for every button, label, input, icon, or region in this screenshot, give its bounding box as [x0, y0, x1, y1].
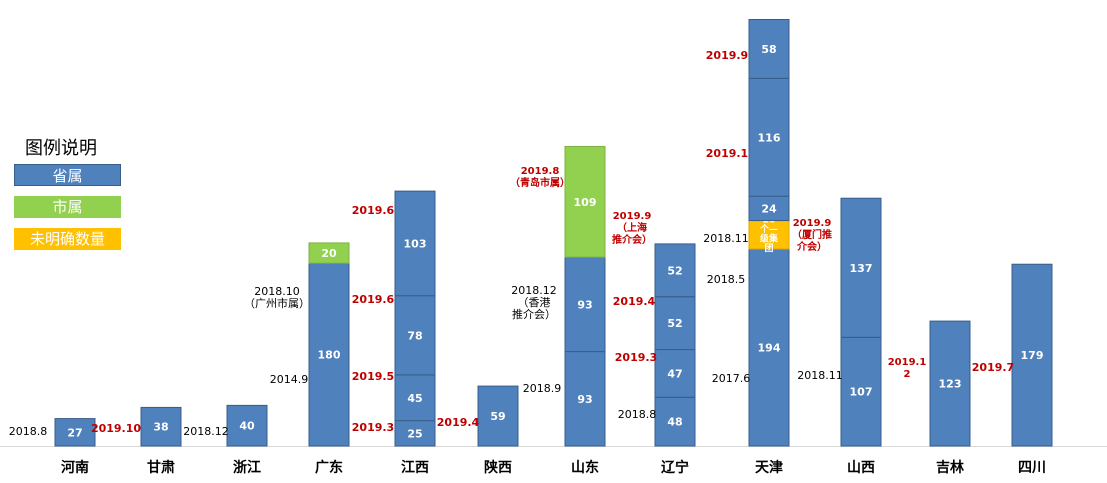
- bar-segment: [654, 349, 696, 398]
- data-label: 78: [407, 329, 422, 342]
- bar-segment: [394, 190, 436, 297]
- x-tick-label: 天津: [755, 459, 783, 476]
- date-annotation: 2019.6: [352, 293, 395, 306]
- data-label: 194: [758, 341, 781, 354]
- legend-item-provincial: 省属: [14, 164, 121, 186]
- x-tick-label: 陕西: [484, 459, 512, 476]
- bar-segment: [477, 385, 519, 447]
- date-annotation: 2019.1: [706, 147, 748, 160]
- x-tick-label: 山西: [847, 460, 875, 476]
- bar-segment: [929, 320, 971, 447]
- bar-segment: [654, 243, 696, 298]
- data-label: 52: [667, 317, 682, 330]
- date-annotation: 2018.12: [183, 425, 229, 438]
- data-label: 47: [667, 367, 682, 380]
- bar-segment: [840, 336, 882, 447]
- data-label: 137: [850, 262, 873, 275]
- data-label: 45: [407, 392, 422, 405]
- date-annotation: 2014.9: [270, 373, 309, 386]
- data-label: 93: [577, 393, 592, 406]
- bar-segment: [308, 262, 350, 447]
- data-label: 48: [667, 416, 682, 429]
- bar-segment: [748, 248, 790, 447]
- date-annotation: 2019.3: [352, 421, 394, 434]
- date-annotation: 2017.6: [712, 372, 751, 385]
- date-annotation: 2019.4: [613, 295, 656, 308]
- data-label: 109: [574, 196, 597, 209]
- legend-title: 图例说明: [25, 138, 97, 159]
- date-annotation: 2018.9: [523, 382, 562, 395]
- data-label: 20: [321, 247, 337, 260]
- date-annotation: 2018.5: [707, 273, 746, 286]
- bar-segment: [54, 418, 96, 447]
- date-annotation: 2019.9: [706, 49, 748, 62]
- date-annotation: 2018.11: [703, 232, 749, 245]
- x-tick-label: 甘肃: [147, 459, 175, 476]
- x-tick-label: 江西: [401, 459, 429, 476]
- date-annotation: 2019.1 2: [888, 357, 927, 380]
- date-annotation: 2018.12 （香港推介会）: [511, 284, 557, 321]
- data-label: 52: [667, 264, 682, 277]
- x-tick-label: 辽宁: [661, 459, 689, 476]
- date-annotation: 2019.5: [352, 370, 394, 383]
- data-label: 123: [939, 378, 962, 391]
- date-annotation: 2019.8 （青岛市属）: [510, 166, 570, 189]
- date-annotation: 2019.9 （厦门推介会）: [792, 218, 832, 253]
- date-annotation: 2018.10 （广州市属）: [244, 285, 310, 310]
- date-annotation: 2018.8: [9, 425, 48, 438]
- bar-segment: [748, 18, 790, 79]
- bar-segment: [1011, 263, 1053, 447]
- date-annotation: 2018.8: [618, 408, 657, 421]
- date-annotation: 2019.6: [352, 204, 395, 217]
- x-tick-label: 四川: [1018, 460, 1046, 476]
- data-label: 24: [761, 202, 777, 215]
- date-annotation: 2019.9 （上海推介会）: [612, 211, 652, 246]
- x-tick-label: 浙江: [233, 459, 261, 476]
- data-label: 103: [404, 237, 427, 250]
- data-label: 180: [318, 349, 341, 362]
- bar-segment: [564, 145, 606, 258]
- data-label: 40: [239, 420, 255, 433]
- bar-segment: [748, 77, 790, 197]
- data-label: 38: [153, 421, 168, 434]
- date-annotation: 2019.3: [615, 351, 657, 364]
- date-annotation: 2018.11: [797, 369, 843, 382]
- x-tick-label: 吉林: [936, 459, 964, 476]
- bar-segment: [394, 420, 436, 447]
- data-label: 27: [67, 426, 82, 439]
- x-tick-label: 广东: [315, 459, 343, 476]
- date-annotation: 2019.4: [437, 416, 480, 429]
- legend-item-municipal: 市属: [14, 196, 121, 218]
- bar-segment: [394, 374, 436, 422]
- bar-segment: [226, 404, 268, 447]
- bar-segment: [748, 220, 790, 250]
- bar-segment: [654, 396, 696, 447]
- bar-segment: [564, 351, 606, 447]
- x-tick-label: 山东: [571, 459, 599, 476]
- data-label: 107: [850, 386, 873, 399]
- data-label: 25: [407, 427, 422, 440]
- bar-segment: [654, 296, 696, 351]
- date-annotation: 2019.10: [91, 422, 141, 435]
- data-label: 116: [758, 131, 781, 144]
- bar-segment: [840, 197, 882, 338]
- date-annotation: 2019.7: [972, 361, 1014, 374]
- data-label: 58: [761, 43, 776, 56]
- data-label: 93: [577, 298, 592, 311]
- bar-segment: [308, 242, 350, 264]
- data-label: 179: [1021, 349, 1044, 362]
- x-tick-label: 河南: [61, 459, 89, 476]
- legend-item-unspecified: 未明确数量: [14, 228, 121, 250]
- data-label: 59: [490, 410, 505, 423]
- bar-segment: [140, 406, 182, 447]
